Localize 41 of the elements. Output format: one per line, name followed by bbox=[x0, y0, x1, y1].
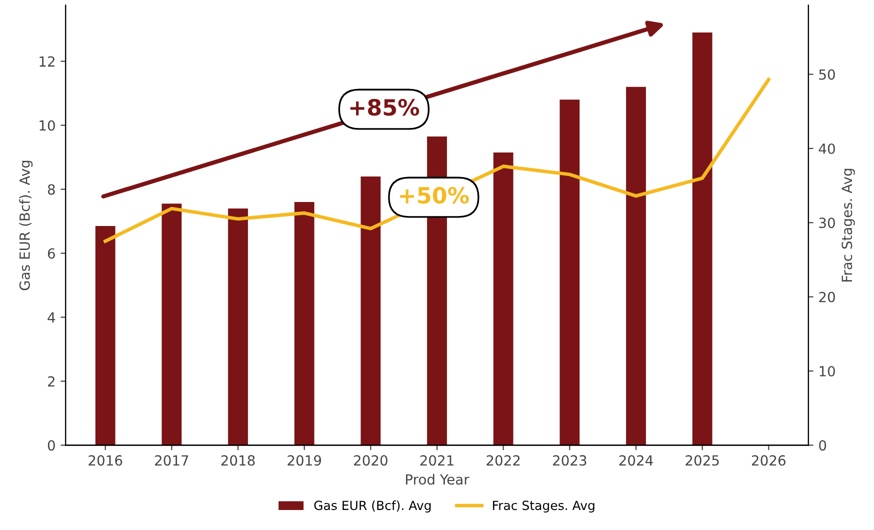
y-tick-label: 4 bbox=[48, 312, 56, 323]
x-tick-label: 2020 bbox=[354, 455, 388, 466]
x-tick-label: 2016 bbox=[88, 455, 122, 466]
x-tick-label: 2024 bbox=[619, 455, 653, 466]
bar bbox=[360, 176, 381, 446]
y-tick-label: 6 bbox=[48, 248, 55, 259]
bar bbox=[95, 226, 116, 446]
y2-tick-label: 30 bbox=[819, 218, 835, 228]
bar bbox=[560, 100, 580, 446]
y2-tick-label: 50 bbox=[819, 69, 835, 80]
bar bbox=[626, 86, 646, 446]
y2-tick-label: 10 bbox=[820, 366, 835, 376]
annotation: +85% bbox=[350, 98, 420, 116]
x-tick-label: 2017 bbox=[155, 455, 188, 466]
bar bbox=[692, 32, 712, 446]
x-tick-label: 2026 bbox=[752, 455, 786, 466]
bar bbox=[493, 152, 514, 446]
x-tick-label: 2019 bbox=[288, 455, 322, 466]
x-tick-label: 2021 bbox=[420, 455, 454, 466]
annotation: +50% bbox=[400, 186, 469, 204]
y2-tick-label: 20 bbox=[819, 292, 835, 302]
line-series bbox=[104, 78, 770, 243]
x-tick-label: 2018 bbox=[221, 455, 255, 466]
x-tick-label: 2025 bbox=[686, 455, 719, 466]
bar bbox=[294, 202, 314, 446]
y2-tick-label: 40 bbox=[818, 143, 835, 154]
bar bbox=[228, 208, 248, 446]
x-tick-label: 2022 bbox=[486, 455, 520, 466]
y-axis-title: Gas EUR (Bcf). Avg bbox=[19, 160, 33, 290]
x-tick-label: 2023 bbox=[553, 455, 586, 466]
y2-axis-title: Frac Stages. Avg bbox=[842, 168, 855, 282]
bar bbox=[162, 204, 182, 446]
x-axis-title: Prod Year bbox=[406, 474, 470, 485]
y2-tick-label: 0 bbox=[819, 440, 826, 451]
legend-label: Frac Stages. Avg bbox=[493, 500, 594, 513]
y-tick-label: 12 bbox=[40, 56, 54, 67]
y-tick-label: 8 bbox=[48, 184, 55, 195]
y-tick-label: 0 bbox=[48, 440, 55, 451]
y-tick-label: 10 bbox=[40, 120, 55, 131]
legend-label: Gas EUR (Bcf). Avg bbox=[314, 500, 431, 513]
y-tick-label: 2 bbox=[48, 376, 54, 386]
